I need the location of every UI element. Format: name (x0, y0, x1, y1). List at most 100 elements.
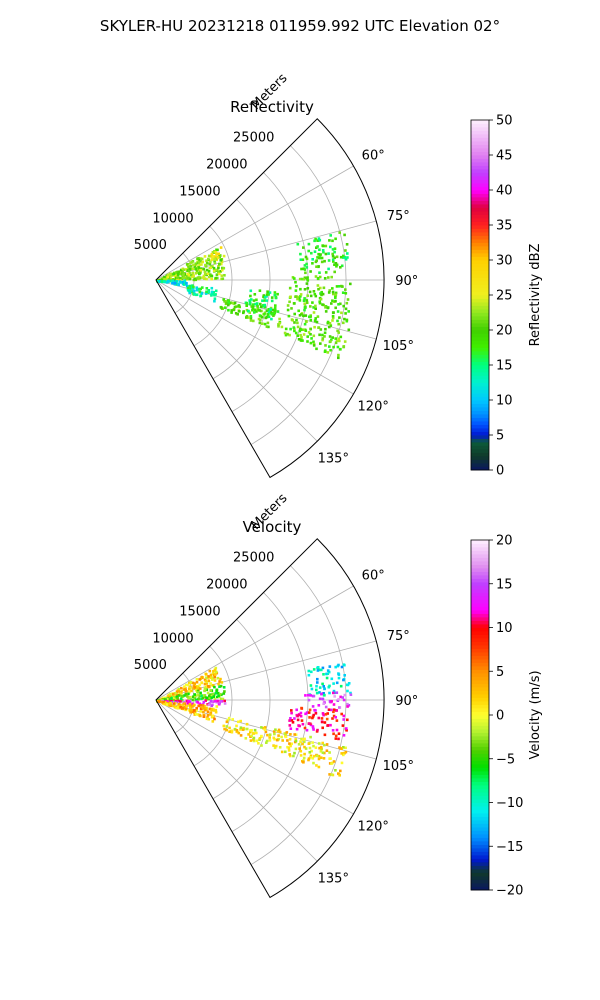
echo-bin (327, 252, 330, 255)
echo-region (242, 289, 279, 321)
echo-bin (331, 314, 335, 318)
colorbar-segment (471, 613, 489, 618)
echo-bin (272, 736, 276, 740)
echo-bin (320, 692, 323, 696)
echo-bin (293, 717, 296, 720)
echo-bin (215, 273, 219, 276)
echo-bin (218, 701, 221, 705)
echo-bin (336, 310, 340, 313)
echo-bin (317, 252, 320, 256)
echo-bin (289, 727, 293, 730)
echo-bin (214, 699, 217, 703)
echo-bin (299, 749, 303, 753)
echo-bin (347, 310, 350, 313)
echo-bin (203, 277, 207, 280)
echo-bin (213, 297, 217, 300)
echo-bin (214, 666, 218, 670)
echo-bin (185, 268, 188, 271)
echo-bin (249, 319, 253, 322)
echo-bin (201, 286, 204, 289)
echo-bin (312, 290, 316, 293)
echo-bin (324, 327, 327, 331)
echo-bin (205, 676, 208, 679)
echo-bin (325, 676, 329, 680)
echo-bin (301, 258, 305, 261)
echo-bin (217, 694, 220, 698)
echo-bin (307, 669, 311, 673)
echo-bin (321, 338, 324, 342)
echo-bin (331, 319, 334, 322)
echo-bin (298, 299, 302, 302)
echo-bin (308, 751, 312, 754)
echo-bin (303, 288, 307, 291)
colorbar-tick-label: 5 (496, 429, 504, 444)
echo-bin (247, 733, 250, 736)
echo-bin (207, 675, 210, 678)
echo-bin (191, 284, 194, 287)
colorbar-segment (471, 211, 489, 215)
echo-bin (193, 265, 197, 268)
echo-bin (185, 699, 189, 703)
colorbar-segment (471, 673, 489, 677)
colorbar-segment (471, 554, 489, 558)
echo-bin (338, 231, 341, 234)
echo-bin (342, 321, 345, 325)
colorbar-segment (471, 799, 489, 803)
echo-bin (255, 298, 258, 302)
colorbar-tick-label: 40 (496, 184, 513, 199)
echo-bin (182, 700, 186, 704)
echo-bin (205, 673, 208, 676)
echo-bin (344, 249, 347, 252)
echo-bin (231, 718, 234, 721)
echo-bin (321, 712, 325, 715)
echo-bin (265, 309, 269, 313)
colorbar-segment (471, 792, 489, 796)
echo-bin (158, 700, 161, 703)
echo-bin (216, 276, 219, 280)
echo-bin (320, 717, 324, 720)
echo-bin (321, 333, 324, 337)
echo-bin (196, 691, 200, 694)
azimuth-spoke (155, 585, 354, 701)
echo-bin (322, 713, 325, 717)
echo-bin (200, 675, 203, 679)
echo-bin (272, 744, 275, 747)
echo-bin (164, 280, 168, 284)
echo-bin (223, 306, 227, 309)
colorbar-segment (471, 204, 489, 208)
colorbar-segment (471, 267, 489, 271)
echo-bin (332, 682, 335, 685)
echo-bin (299, 252, 302, 256)
echo-bin (321, 697, 325, 701)
echo-bin (342, 752, 346, 755)
echo-bin (205, 287, 209, 290)
colorbar-segment (471, 207, 489, 212)
echo-bin (325, 743, 329, 746)
echo-bin (167, 280, 170, 283)
echo-bin (335, 709, 338, 712)
echo-bin (225, 301, 228, 305)
colorbar-segment (471, 732, 489, 737)
echo-bin (290, 318, 294, 321)
echo-bin (169, 702, 173, 705)
echo-bin (316, 277, 320, 281)
echo-bin (223, 274, 226, 277)
echo-region (296, 231, 349, 275)
echo-bin (331, 316, 335, 320)
echo-bin (195, 706, 198, 710)
echo-bin (173, 692, 177, 695)
colorbar-tick-label: 50 (496, 114, 513, 129)
echo-bin (210, 277, 213, 281)
echo-bin (274, 296, 278, 299)
echo-bin (260, 744, 263, 747)
echo-bin (280, 735, 283, 739)
echo-bin (334, 291, 338, 295)
echo-bin (311, 726, 315, 730)
azimuth-tick-label: 75° (387, 629, 410, 644)
echo-bin (302, 278, 305, 281)
colorbar-segment (471, 466, 489, 471)
echo-bin (288, 719, 291, 722)
echo-bin (310, 670, 313, 674)
echo-bin (328, 322, 332, 325)
echo-bin (331, 287, 334, 290)
